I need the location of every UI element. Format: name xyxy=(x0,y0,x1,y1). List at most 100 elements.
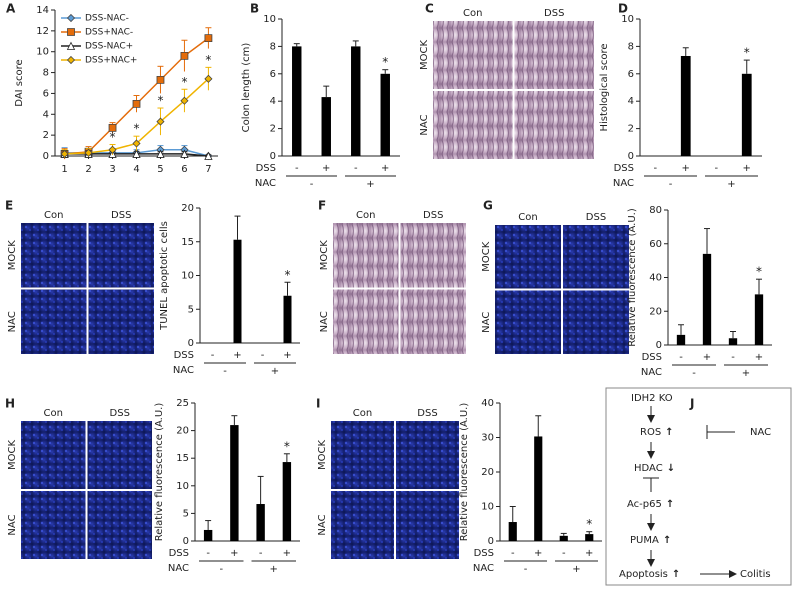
panel-label: A xyxy=(6,2,16,16)
diagram-node: Colitis xyxy=(740,569,771,580)
y-tick-label: 5 xyxy=(188,304,194,315)
image-row-label: MOCK xyxy=(7,440,18,470)
significance: * xyxy=(110,130,116,144)
legend-label: DSS+NAC+ xyxy=(85,56,137,66)
image-column-label: DSS xyxy=(423,210,443,221)
image-column-label: Con xyxy=(356,210,375,221)
significance: * xyxy=(181,75,187,89)
marker xyxy=(180,96,189,105)
row-label: DSS xyxy=(642,352,662,363)
row-label: NAC xyxy=(173,365,194,376)
image-column-label: DSS xyxy=(417,408,437,419)
y-tick-label: 20 xyxy=(176,426,189,437)
micrograph xyxy=(21,289,87,354)
diagram-node: ROS xyxy=(640,427,661,438)
y-axis-label: Histological score xyxy=(599,43,610,131)
x-tick-label: 7 xyxy=(205,164,211,175)
significance: * xyxy=(285,268,291,282)
marker xyxy=(132,139,141,148)
x-tick-label: + xyxy=(743,163,751,174)
panel-label: J xyxy=(689,397,694,411)
y-tick-label: 4 xyxy=(628,96,634,107)
panel-label: G xyxy=(483,199,493,213)
bar xyxy=(741,73,752,156)
x-tick-label: - xyxy=(679,352,683,363)
bar xyxy=(351,46,361,156)
y-tick-label: 6 xyxy=(270,69,276,80)
group-label: - xyxy=(669,179,673,190)
bar xyxy=(292,46,302,156)
y-tick-label: 8 xyxy=(270,41,276,52)
bar xyxy=(702,253,712,345)
bar xyxy=(676,334,686,345)
micrograph xyxy=(87,491,152,559)
diagram-change: ↓ xyxy=(667,463,675,474)
y-tick-label: 2 xyxy=(43,130,49,141)
micrograph xyxy=(563,225,629,289)
x-tick-label: + xyxy=(585,548,593,559)
micrograph xyxy=(331,491,394,559)
group-label: + xyxy=(270,564,278,575)
image-row-label: MOCK xyxy=(7,240,18,270)
micrograph xyxy=(87,421,152,489)
significance: * xyxy=(157,94,163,108)
y-tick-label: 30 xyxy=(481,433,494,444)
micrograph xyxy=(21,223,87,288)
panel-label: H xyxy=(5,397,15,411)
bar xyxy=(585,534,594,541)
marker xyxy=(204,34,213,43)
y-tick-label: 12 xyxy=(36,26,49,37)
y-tick-label: 60 xyxy=(649,239,662,250)
diagram-change: ↑ xyxy=(672,569,680,580)
micrograph xyxy=(331,421,394,489)
x-tick-label: + xyxy=(755,352,763,363)
image-column-label: DSS xyxy=(110,408,130,419)
marker xyxy=(156,75,165,84)
diagram-change: ↑ xyxy=(665,427,673,438)
marker xyxy=(180,51,189,60)
x-tick-label: - xyxy=(261,350,265,361)
x-tick-label: + xyxy=(283,350,291,361)
micrograph xyxy=(433,91,513,159)
legend-marker xyxy=(66,41,76,50)
micrograph xyxy=(21,421,86,489)
group-label: - xyxy=(524,564,528,575)
y-axis-label: Colon length (cm) xyxy=(241,43,252,133)
significance: * xyxy=(284,439,290,453)
y-tick-label: 0 xyxy=(188,338,194,349)
x-tick-label: - xyxy=(511,548,515,559)
row-label: DSS xyxy=(256,163,276,174)
x-tick-label: 4 xyxy=(133,164,139,175)
x-tick-label: - xyxy=(653,163,657,174)
diagram-node: PUMA xyxy=(630,535,659,546)
row-label: NAC xyxy=(473,563,494,574)
y-tick-label: 20 xyxy=(181,203,194,214)
image-column-label: DSS xyxy=(544,8,564,19)
panel-label: D xyxy=(618,2,628,16)
x-tick-label: - xyxy=(259,548,263,559)
image-column-label: Con xyxy=(44,210,63,221)
image-column-label: DSS xyxy=(586,212,606,223)
micrograph xyxy=(333,289,399,354)
y-tick-label: 6 xyxy=(43,88,49,99)
bar xyxy=(233,239,242,343)
y-tick-label: 10 xyxy=(181,271,194,282)
x-tick-label: 6 xyxy=(181,164,187,175)
bar xyxy=(380,73,390,156)
marker xyxy=(84,148,93,157)
legend-label: DSS-NAC+ xyxy=(85,42,133,52)
image-row-label: MOCK xyxy=(419,40,430,70)
marker xyxy=(132,149,141,158)
image-row-label: NAC xyxy=(7,311,18,332)
x-tick-label: + xyxy=(381,163,389,174)
micrograph xyxy=(563,290,629,354)
y-tick-label: 15 xyxy=(176,453,189,464)
bar xyxy=(230,425,239,541)
y-axis-label: DAI score xyxy=(14,59,25,106)
y-tick-label: 40 xyxy=(649,273,662,284)
marker xyxy=(156,149,165,158)
y-tick-label: 10 xyxy=(176,481,189,492)
image-row-label: MOCK xyxy=(319,240,330,270)
group-label: + xyxy=(727,179,735,190)
